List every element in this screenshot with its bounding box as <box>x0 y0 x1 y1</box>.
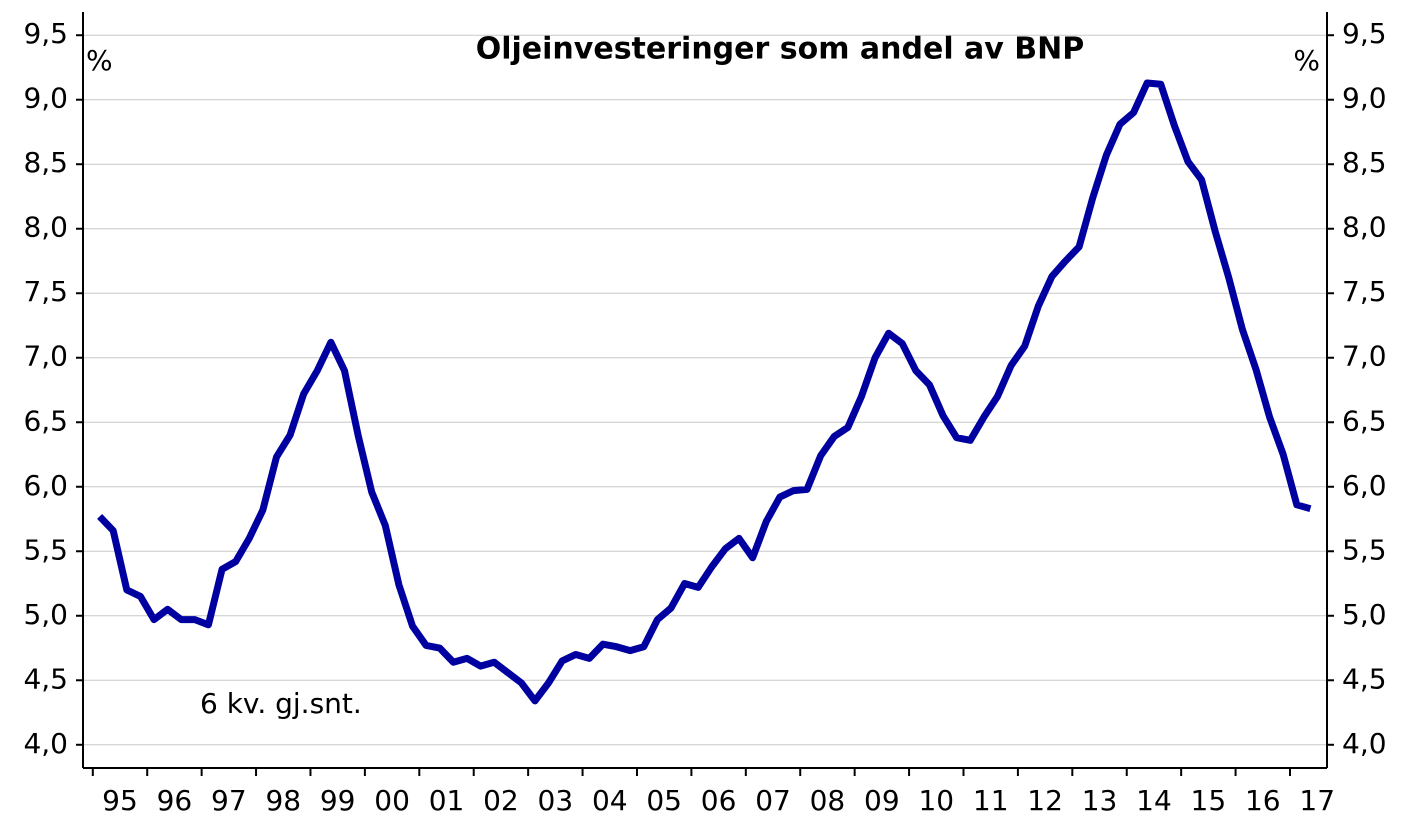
y2-tick-label: 9,0 <box>1342 82 1387 115</box>
y-tick-label: 4,5 <box>23 662 68 695</box>
x-tick-label: 08 <box>810 784 846 817</box>
y-tick-label: 9,5 <box>23 17 68 50</box>
x-tick-label: 16 <box>1245 784 1281 817</box>
x-tick-label: 14 <box>1136 784 1172 817</box>
y2-tick-label: 6,5 <box>1342 404 1387 437</box>
y2-tick-label: 5,0 <box>1342 598 1387 631</box>
y2-tick-label: 8,5 <box>1342 146 1387 179</box>
x-tick-label: 04 <box>592 784 628 817</box>
y2-tick-label: 9,5 <box>1342 17 1387 50</box>
x-tick-label: 10 <box>918 784 954 817</box>
x-tick-label: 12 <box>1027 784 1063 817</box>
x-tick-label: 05 <box>646 784 682 817</box>
y2-tick-label: 7,5 <box>1342 275 1387 308</box>
chart-title: Oljeinvesteringer som andel av BNP <box>476 32 1085 67</box>
y2-tick-label: 5,5 <box>1342 533 1387 566</box>
y2-tick-label: 6,0 <box>1342 469 1387 502</box>
x-tick-label: 09 <box>864 784 900 817</box>
x-tick-label: 95 <box>102 784 138 817</box>
x-tick-label: 99 <box>320 784 356 817</box>
x-tick-label: 02 <box>483 784 519 817</box>
y-tick-label: 9,0 <box>23 82 68 115</box>
y-tick-label: 6,5 <box>23 404 68 437</box>
data-line <box>97 79 1312 705</box>
x-tick-label: 17 <box>1299 784 1335 817</box>
y-tick-label: 4,0 <box>23 727 68 760</box>
x-tick-label: 15 <box>1191 784 1227 817</box>
y2-tick-label: 8,0 <box>1342 211 1387 244</box>
annotation: 6 kv. gj.snt. <box>200 687 362 720</box>
x-tick-label: 96 <box>157 784 193 817</box>
x-tick-label: 98 <box>265 784 301 817</box>
y-tick-label: 8,5 <box>23 146 68 179</box>
y-tick-label: 5,5 <box>23 533 68 566</box>
y2-tick-label: 4,0 <box>1342 727 1387 760</box>
y2-tick-label: 4,5 <box>1342 662 1387 695</box>
y2-tick-label: 7,0 <box>1342 340 1387 373</box>
x-tick-label: 01 <box>429 784 465 817</box>
x-tick-label: 97 <box>211 784 247 817</box>
x-tick-label: 06 <box>701 784 737 817</box>
y-axis-label: % <box>86 44 113 77</box>
y-tick-label: 7,5 <box>23 275 68 308</box>
x-tick-label: 03 <box>538 784 574 817</box>
y-tick-label: 8,0 <box>23 211 68 244</box>
y-tick-label: 5,0 <box>23 598 68 631</box>
x-tick-label: 11 <box>973 784 1009 817</box>
y-tick-label: 6,0 <box>23 469 68 502</box>
x-tick-label: 13 <box>1082 784 1118 817</box>
x-tick-label: 00 <box>374 784 410 817</box>
x-tick-label: 07 <box>755 784 791 817</box>
y-tick-label: 7,0 <box>23 340 68 373</box>
y2-axis-label: % <box>1293 44 1320 77</box>
